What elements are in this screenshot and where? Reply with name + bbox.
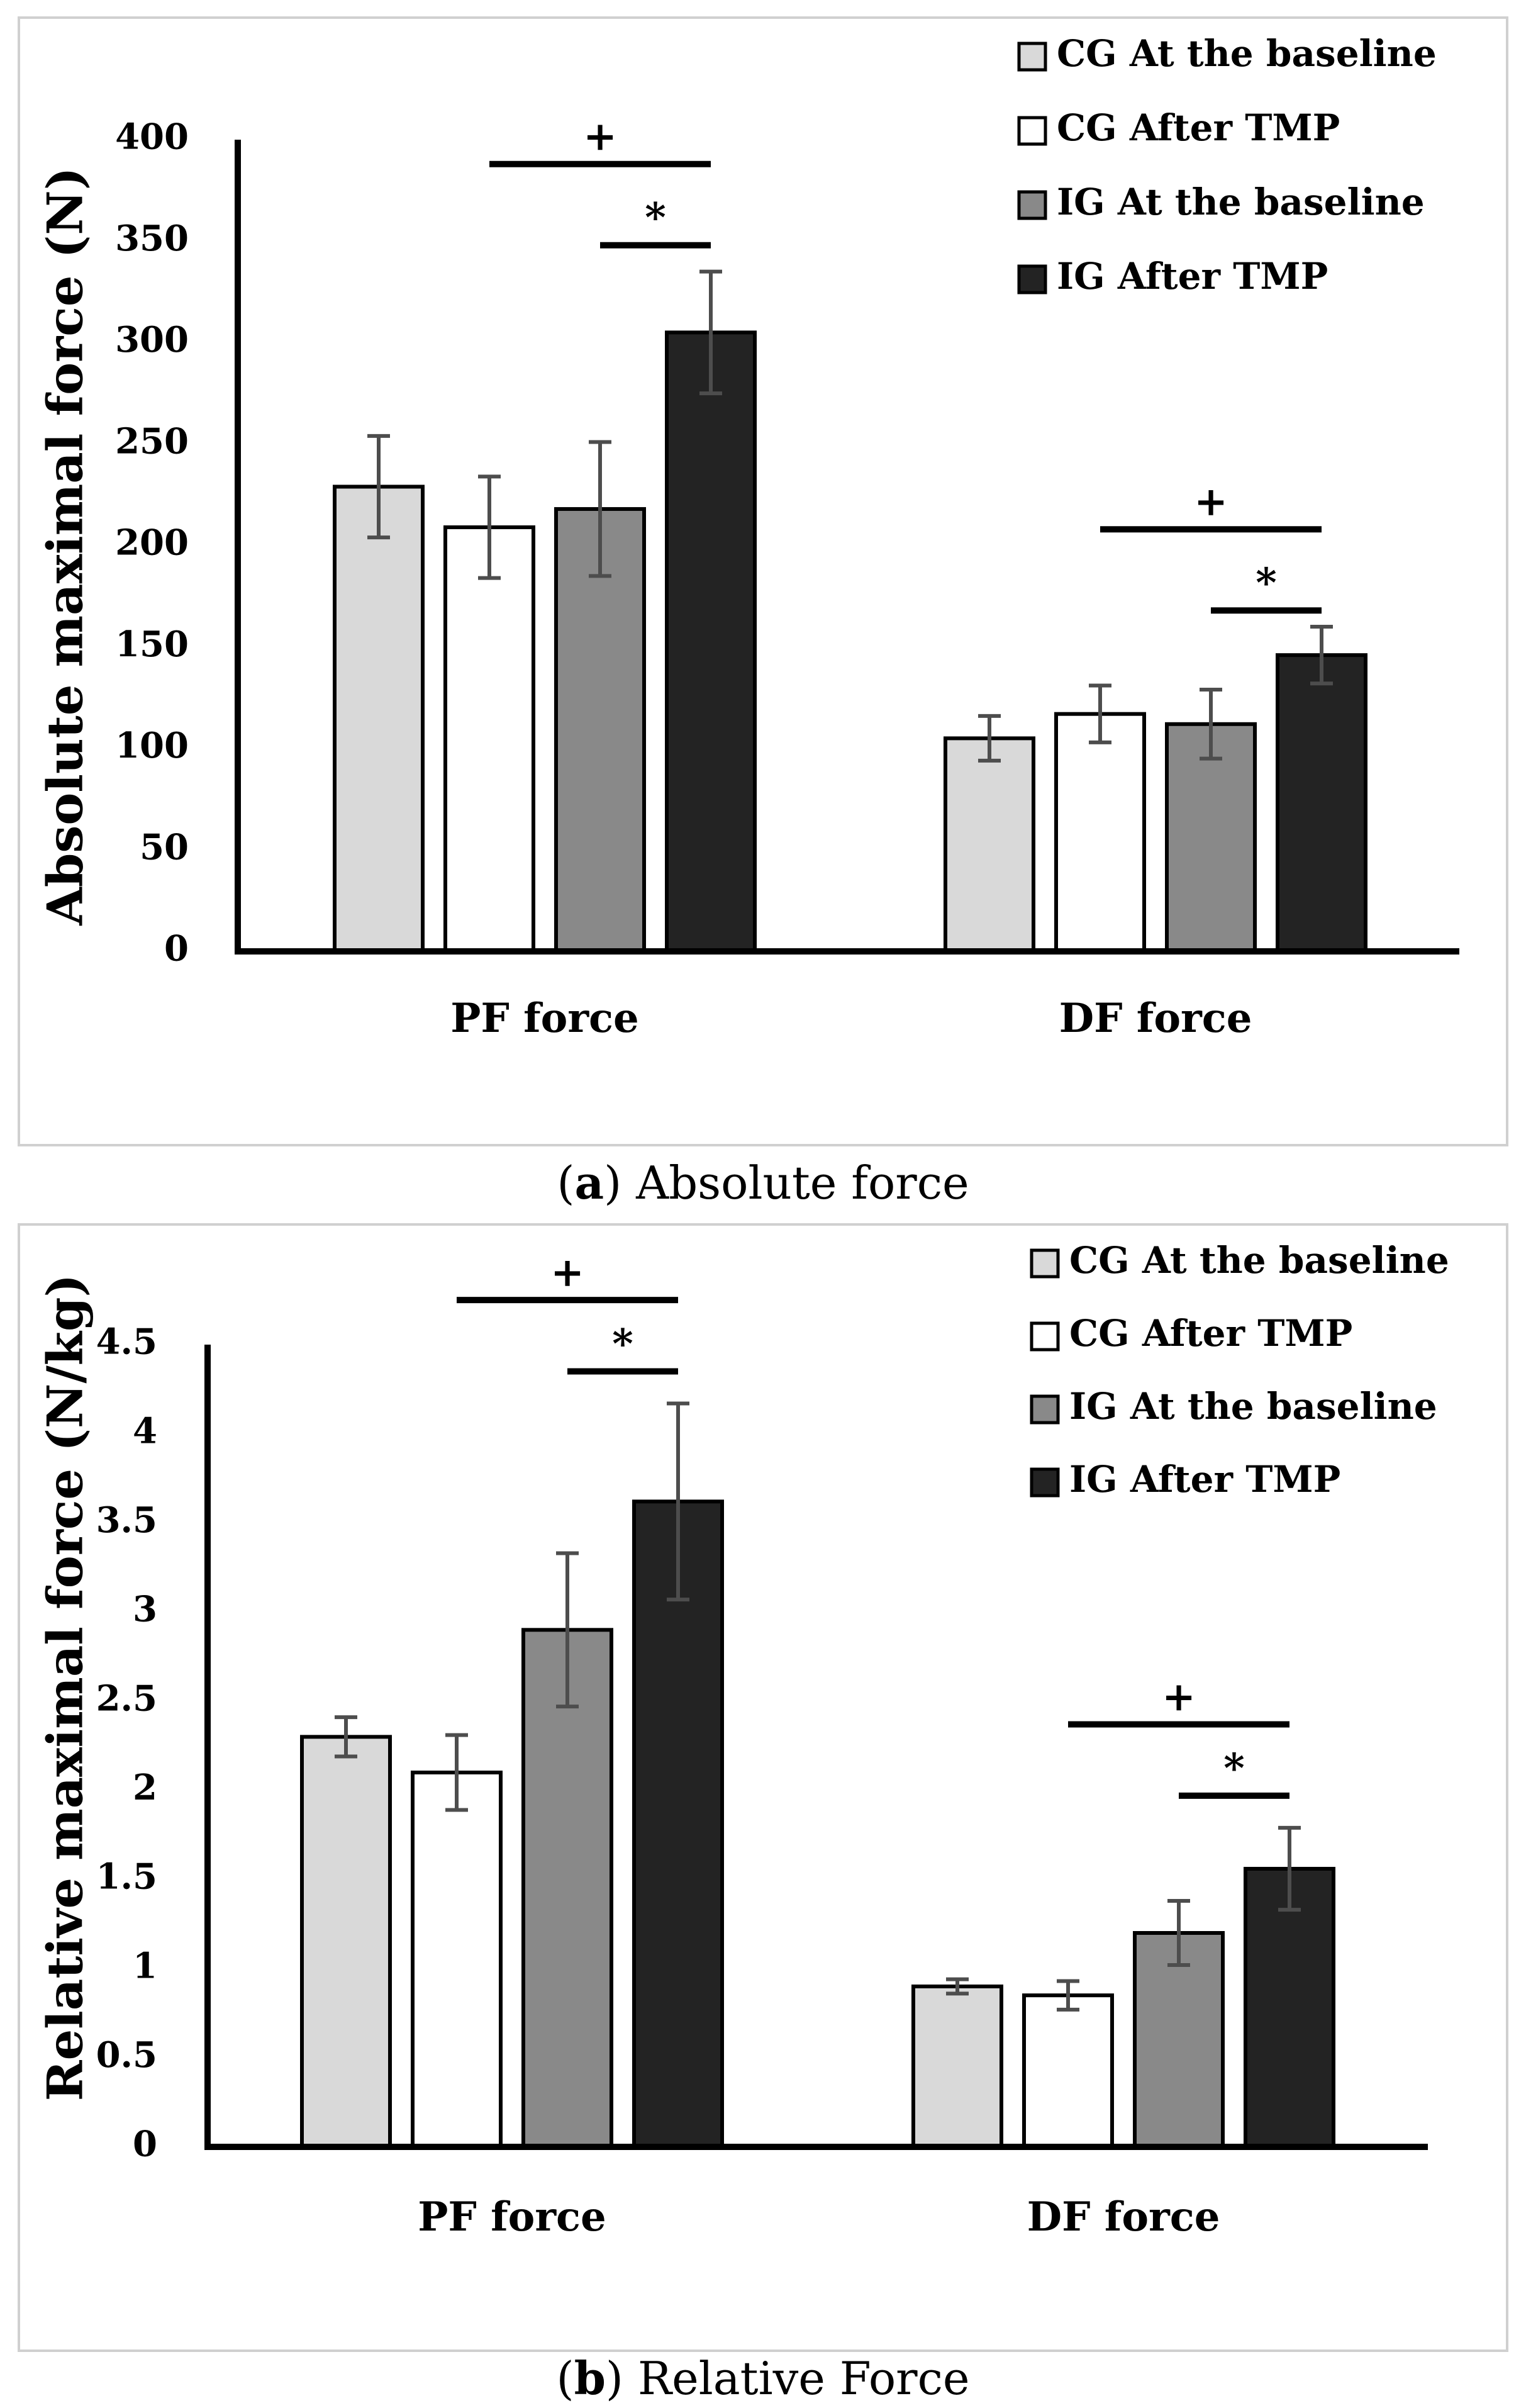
- panel-a-y-tick-label: 300: [115, 319, 189, 361]
- panel-a-caption-letter: a: [574, 1156, 604, 1209]
- panel-a-legend-label-4: IG After TMP: [1057, 255, 1328, 298]
- panel-b-y-tick-label: 0: [133, 2124, 157, 2165]
- panel-a-significance-symbol: +: [583, 113, 617, 160]
- panel-a-caption-text: Absolute force: [635, 1156, 969, 1209]
- panel-b-bar-pf-force-series-2: [411, 1771, 503, 2149]
- panel-b-legend-swatch-1: [1030, 1248, 1060, 1279]
- panel-b-y-tick-label: 2: [133, 1767, 157, 1808]
- panel-b-significance-symbol: *: [1223, 1745, 1244, 1792]
- panel-a-significance-symbol: *: [1256, 559, 1276, 607]
- panel-a-significance-symbol: +: [1194, 478, 1228, 525]
- panel-b-legend-swatch-2: [1030, 1321, 1060, 1352]
- panel-b-category-label: DF force: [1027, 2193, 1220, 2241]
- panel-a-chart: Absolute maximal force (N) 0 50 100 150 200 25…: [37, 32, 1459, 1042]
- panel-a-legend-label-1: CG At the baseline: [1057, 32, 1437, 75]
- panel-b: Relative maximal force (N/kg) 0 0.5 1 1.5 2 2.…: [18, 1223, 1508, 2352]
- panel-b-significance-symbol: *: [612, 1321, 633, 1368]
- panel-a-y-tick-label: 200: [115, 522, 189, 564]
- panel-b-y-tick-label: 4.5: [96, 1321, 157, 1363]
- panel-b-frame: [18, 1223, 1508, 2352]
- panel-a-bar-df-force-series-4: [1276, 653, 1367, 954]
- panel-b-y-tick-label: 1: [133, 1945, 157, 1986]
- panel-a-bar-pf-force-series-1: [333, 484, 425, 953]
- panel-b-bar-df-force-series-4: [1244, 1867, 1335, 2149]
- panel-a-category-label: PF force: [450, 995, 638, 1042]
- panel-b-bar-pf-force-series-4: [632, 1499, 724, 2149]
- panel-b-chart: Relative maximal force (N/kg) 0 0.5 1 1.5 2 2.…: [37, 1239, 1449, 2241]
- panel-b-y-tick-label: 0.5: [96, 2034, 157, 2076]
- panel-b-y-tick-label: 4: [133, 1410, 157, 1452]
- panel-a-y-tick-label: 350: [115, 218, 189, 259]
- panel-a-legend-swatch-4: [1017, 264, 1047, 294]
- panel-a-category-label: DF force: [1059, 995, 1252, 1042]
- panel-b-bar-df-force-series-1: [911, 1985, 1003, 2149]
- panel-a-frame: [18, 16, 1508, 1146]
- panel-a-y-tick-label: 250: [115, 420, 189, 462]
- panel-a-y-axis-title: Absolute maximal force (N): [37, 167, 94, 926]
- panel-a-legend-label-3: IG At the baseline: [1057, 181, 1425, 223]
- panel-b-y-tick-label: 3.5: [96, 1499, 157, 1541]
- panel-b-legend-label-2: CG After TMP: [1069, 1312, 1352, 1355]
- panel-a-legend-swatch-3: [1017, 190, 1047, 220]
- panel-a-bar-df-force-series-2: [1054, 712, 1146, 954]
- panel-b-caption-text: Relative Force: [638, 2352, 970, 2405]
- panel-b-legend-swatch-4: [1030, 1467, 1060, 1498]
- panel-b-category-label: PF force: [418, 2193, 606, 2241]
- panel-b-legend-label-1: CG At the baseline: [1069, 1239, 1449, 1282]
- panel-a-bar-pf-force-series-2: [443, 525, 535, 953]
- panel-a-bar-df-force-series-3: [1165, 722, 1257, 954]
- panel-a-y-tick-label: 0: [164, 928, 189, 970]
- panel-b-y-axis-title: Relative maximal force (N/kg): [37, 1274, 94, 2102]
- panel-b-y-tick-label: 3: [133, 1589, 157, 1630]
- panel-b-y-tick-label: 1.5: [96, 1856, 157, 1898]
- panel-a-y-tick-label: 400: [115, 116, 189, 158]
- panel-b-y-tick-label: 2.5: [96, 1677, 157, 1719]
- panel-b-caption-letter: b: [574, 2351, 606, 2405]
- panel-b-legend-swatch-3: [1030, 1394, 1060, 1425]
- panel-b-caption: (b) Relative Force: [556, 2351, 969, 2405]
- panel-b-bar-df-force-series-2: [1022, 1993, 1114, 2149]
- panel-a-bar-pf-force-series-4: [665, 330, 757, 953]
- panel-a-legend-swatch-1: [1017, 42, 1047, 72]
- panel-a-bar-df-force-series-1: [944, 736, 1035, 953]
- panel-a-legend-swatch-2: [1017, 116, 1047, 146]
- panel-a-y-tick-label: 150: [115, 624, 189, 665]
- panel-a-y-tick-label: 50: [140, 826, 189, 868]
- panel-b-legend-label-4: IG After TMP: [1069, 1458, 1340, 1501]
- panel-a: Absolute maximal force (N) 0 50 100 150 200 25…: [18, 16, 1508, 1146]
- panel-a-legend-label-2: CG After TMP: [1057, 106, 1340, 149]
- panel-a-y-tick-label: 100: [115, 725, 189, 766]
- panel-a-caption: (a) Absolute force: [557, 1156, 969, 1209]
- panel-b-legend-label-3: IG At the baseline: [1069, 1385, 1437, 1428]
- panel-b-bar-pf-force-series-1: [300, 1735, 392, 2149]
- panel-b-significance-symbol: +: [550, 1249, 584, 1296]
- panel-a-bar-pf-force-series-3: [554, 507, 646, 953]
- panel-b-significance-symbol: +: [1162, 1674, 1196, 1721]
- panel-a-significance-symbol: *: [645, 194, 666, 242]
